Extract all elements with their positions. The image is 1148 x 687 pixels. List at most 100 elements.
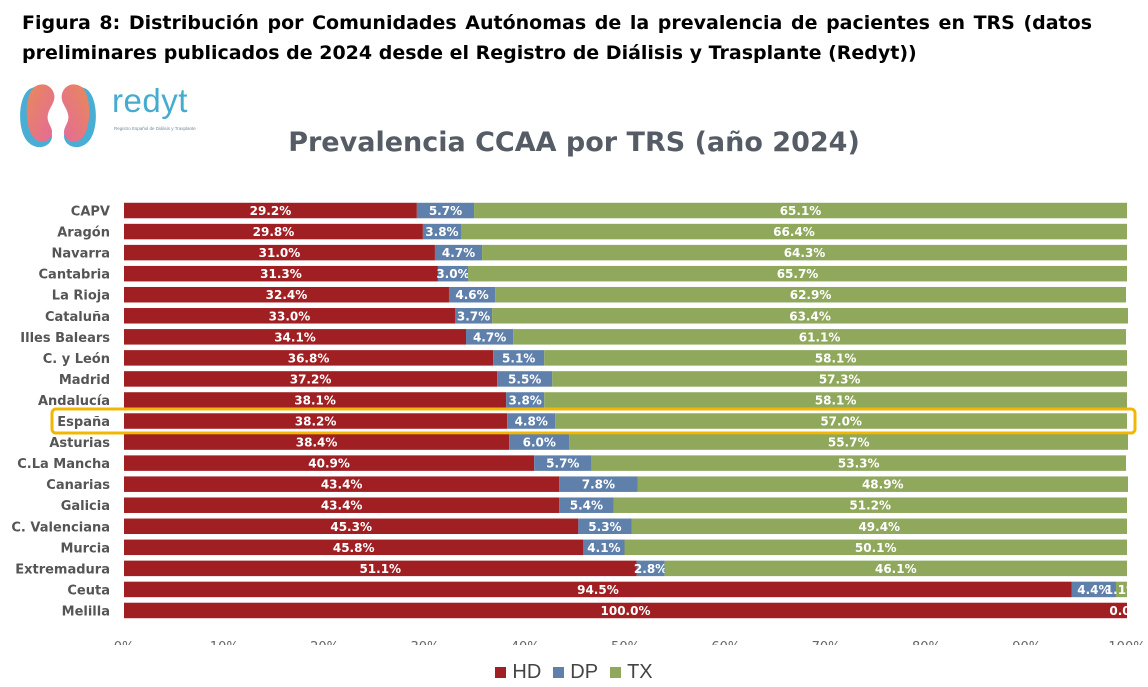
data-label-hd-cataluna: 33.0% bbox=[269, 309, 311, 323]
category-label-c-valenciana: C. Valenciana bbox=[11, 520, 110, 535]
category-label-aragon: Aragón bbox=[57, 226, 110, 241]
bar-dp-c-la-mancha bbox=[534, 455, 592, 471]
highlight-box-espana bbox=[50, 407, 1137, 435]
data-label-hd-melilla: 100.0% bbox=[601, 604, 651, 618]
bar-dp-c-y-leon bbox=[493, 350, 545, 366]
bar-tx-extremadura bbox=[664, 560, 1127, 577]
bar-tx-capv bbox=[474, 202, 1127, 219]
data-label-hd-aragon: 29.8% bbox=[253, 225, 295, 239]
data-label-tx-extremadura: 46.1% bbox=[875, 562, 917, 576]
data-label-dp-canarias: 7.8% bbox=[582, 478, 615, 492]
legend-label-dp: DP bbox=[570, 661, 599, 683]
x-tick-label: 80% bbox=[912, 640, 941, 645]
bar-hd-espana bbox=[124, 413, 508, 429]
redyt-logo: redyt Registro Español de Diálisis y Tra… bbox=[18, 80, 198, 152]
data-label-hd-canarias: 43.4% bbox=[321, 478, 363, 492]
x-tick-label: 100% bbox=[1108, 640, 1145, 645]
bar-hd-madrid bbox=[124, 371, 498, 387]
legend-swatch-dp bbox=[553, 667, 565, 678]
bar-tx-andalucia bbox=[544, 392, 1127, 408]
x-tick-label: 90% bbox=[1012, 640, 1041, 645]
bar-hd-aragon bbox=[124, 223, 423, 240]
bar-dp-cataluna bbox=[454, 308, 493, 324]
data-label-tx-canarias: 48.9% bbox=[862, 478, 904, 492]
logo-wordmark: redyt bbox=[112, 82, 188, 119]
bar-tx-la-rioja bbox=[495, 286, 1126, 303]
bar-tx-cantabria bbox=[468, 265, 1127, 282]
bar-hd-c-valenciana bbox=[124, 518, 579, 535]
bar-hd-extremadura bbox=[124, 560, 637, 577]
x-tick-label: 0% bbox=[114, 640, 135, 645]
data-label-tx-ceuta: 1.1% bbox=[1105, 583, 1138, 597]
bar-tx-aragon bbox=[461, 223, 1127, 240]
data-label-dp-cantabria: 3.0% bbox=[436, 267, 469, 281]
data-label-dp-cataluna: 3.7% bbox=[457, 309, 490, 323]
category-label-c-la-mancha: C.La Mancha bbox=[17, 457, 110, 472]
legend-label-hd: HD bbox=[512, 661, 542, 683]
data-label-hd-la-rioja: 32.4% bbox=[266, 288, 308, 302]
data-label-tx-asturias: 55.7% bbox=[828, 436, 870, 450]
data-label-hd-asturias: 38.4% bbox=[296, 436, 338, 450]
bar-hd-cataluna bbox=[124, 308, 455, 324]
bar-hd-navarra bbox=[124, 244, 435, 261]
bar-dp-cantabria bbox=[437, 265, 469, 282]
bar-hd-capv bbox=[124, 202, 417, 219]
data-label-tx-c-y-leon: 58.1% bbox=[815, 351, 857, 365]
legend-item-dp: DP bbox=[553, 661, 598, 684]
bar-dp-capv bbox=[416, 202, 475, 219]
data-label-dp-capv: 5.7% bbox=[429, 204, 462, 218]
bar-dp-navarra bbox=[434, 244, 483, 261]
data-label-hd-madrid: 37.2% bbox=[290, 372, 332, 386]
bar-hd-c-y-leon bbox=[124, 350, 494, 366]
bar-hd-illes-balears bbox=[124, 329, 467, 345]
bar-dp-extremadura bbox=[636, 560, 665, 577]
data-label-tx-c-valenciana: 49.4% bbox=[858, 520, 900, 534]
data-label-tx-c-la-mancha: 53.3% bbox=[838, 457, 880, 471]
bar-dp-c-valenciana bbox=[578, 518, 632, 535]
legend-label-tx: TX bbox=[627, 661, 653, 683]
bar-tx-espana bbox=[555, 413, 1127, 429]
category-label-canarias: Canarias bbox=[46, 478, 110, 493]
bar-dp-la-rioja bbox=[448, 286, 496, 303]
category-label-illes-balears: Illes Balears bbox=[20, 331, 110, 346]
bar-dp-asturias bbox=[509, 434, 570, 450]
data-label-hd-capv: 29.2% bbox=[250, 204, 292, 218]
bar-dp-madrid bbox=[497, 371, 553, 387]
figure-caption: Figura 8: Distribución por Comunidades A… bbox=[22, 12, 1092, 64]
legend-item-hd: HD bbox=[495, 661, 541, 684]
category-label-cataluna: Cataluña bbox=[45, 310, 110, 325]
category-label-madrid: Madrid bbox=[59, 373, 110, 388]
category-label-espana: España bbox=[57, 415, 110, 430]
category-label-murcia: Murcia bbox=[60, 541, 110, 556]
data-label-dp-galicia: 5.4% bbox=[570, 499, 603, 513]
bar-tx-ceuta bbox=[1115, 581, 1127, 598]
bar-hd-ceuta bbox=[124, 581, 1072, 598]
category-label-navarra: Navarra bbox=[52, 247, 111, 262]
bar-tx-c-valenciana bbox=[631, 518, 1127, 535]
legend-item-tx: TX bbox=[610, 661, 653, 684]
bar-tx-galicia bbox=[613, 497, 1127, 513]
logo-subtitle: Registro Español de Diálisis y Trasplant… bbox=[114, 126, 196, 131]
data-label-hd-cantabria: 31.3% bbox=[260, 267, 302, 281]
bar-hd-canarias bbox=[124, 476, 560, 492]
chart-legend: HD DP TX bbox=[0, 661, 1148, 684]
data-label-dp-navarra: 4.7% bbox=[442, 246, 475, 260]
data-label-tx-navarra: 64.3% bbox=[784, 246, 826, 260]
bar-dp-canarias bbox=[559, 476, 638, 492]
bar-hd-andalucia bbox=[124, 392, 507, 408]
bar-tx-murcia bbox=[624, 539, 1127, 556]
data-label-tx-madrid: 57.3% bbox=[819, 372, 861, 386]
x-tick-label: 70% bbox=[812, 640, 841, 645]
data-label-tx-capv: 65.1% bbox=[780, 204, 822, 218]
data-label-hd-navarra: 31.0% bbox=[259, 246, 301, 260]
data-label-dp-espana: 4.8% bbox=[515, 415, 548, 429]
data-label-dp-aragon: 3.8% bbox=[425, 225, 458, 239]
data-label-hd-illes-balears: 34.1% bbox=[274, 330, 316, 344]
x-tick-label: 60% bbox=[711, 640, 740, 645]
data-label-dp-ceuta: 4.4% bbox=[1077, 583, 1110, 597]
bar-dp-andalucia bbox=[506, 392, 545, 408]
category-label-c-y-leon: C. y León bbox=[43, 352, 110, 367]
x-tick-label: 10% bbox=[210, 640, 239, 645]
data-label-dp-extremadura: 2.8% bbox=[634, 562, 667, 576]
bar-tx-canarias bbox=[637, 476, 1129, 492]
